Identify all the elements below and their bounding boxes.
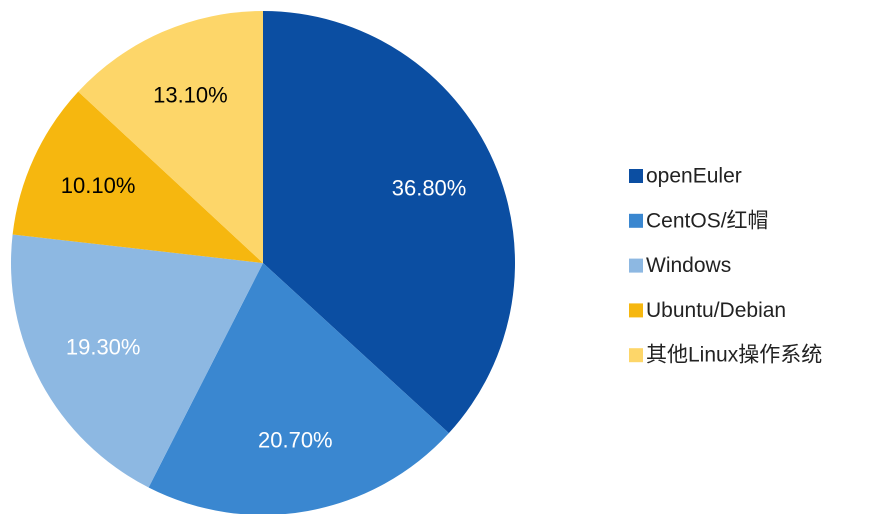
legend-swatch: [629, 169, 643, 183]
pie-slice: [10, 234, 263, 488]
data-label: 19.30%: [66, 335, 141, 360]
legend-label: 其他Linux操作系统: [646, 344, 822, 367]
legend-label: CentOS/红帽: [646, 209, 769, 232]
legend-swatch: [629, 303, 643, 318]
pie-slice: [78, 10, 263, 263]
legend-label: Ubuntu/Debian: [646, 299, 786, 322]
legend-swatch: [629, 213, 643, 228]
data-label: 36.80%: [392, 176, 467, 201]
data-label: 10.10%: [61, 173, 136, 198]
pie-slice: [148, 263, 449, 514]
legend-swatch: [629, 258, 643, 273]
data-label: 13.10%: [153, 83, 228, 108]
pie-slice: [12, 91, 263, 263]
legend-swatch: [629, 348, 643, 363]
data-label: 20.70%: [258, 427, 333, 452]
pie-slice: [263, 11, 516, 434]
legend-label: Windows: [646, 254, 731, 277]
legend-label: openEuler: [646, 165, 742, 188]
